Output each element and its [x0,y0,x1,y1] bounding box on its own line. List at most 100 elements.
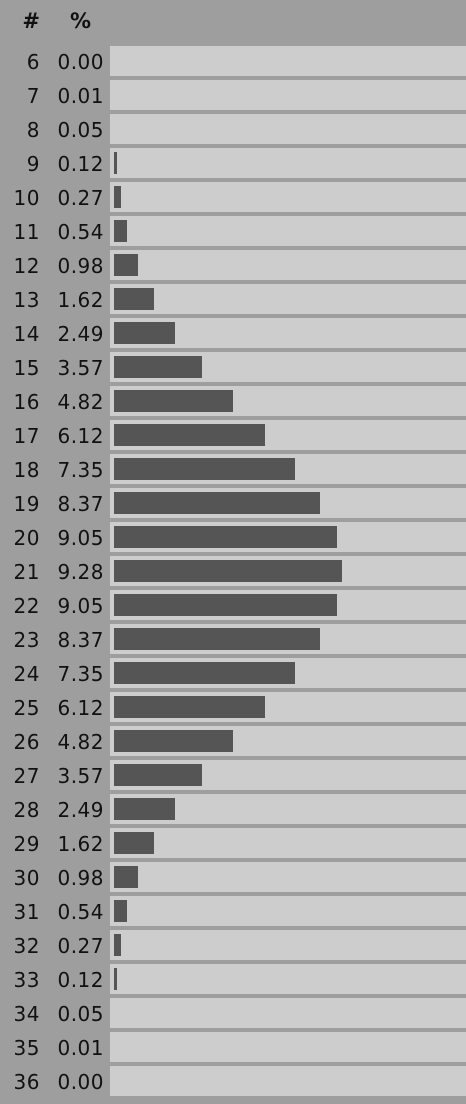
table-row: 11 0.54 [0,216,466,250]
bar [114,458,295,480]
row-percent: 0.01 [50,1032,104,1062]
bar-track [110,454,466,484]
row-number: 26 [0,726,40,756]
table-row: 8 0.05 [0,114,466,148]
row-number: 17 [0,420,40,450]
row-number: 36 [0,1066,40,1096]
row-percent: 6.12 [50,420,104,450]
bar-track [110,590,466,620]
bar [114,254,138,276]
table-row: 36 0.00 [0,1066,466,1100]
bar-track [110,896,466,926]
row-percent: 9.28 [50,556,104,586]
table-row: 26 4.82 [0,726,466,760]
table-row: 6 0.00 [0,46,466,80]
row-percent: 0.27 [50,182,104,212]
table-row: 10 0.27 [0,182,466,216]
bar-track [110,352,466,382]
row-number: 14 [0,318,40,348]
bar-track [110,488,466,518]
bar-track [110,318,466,348]
table-row: 25 6.12 [0,692,466,726]
row-percent: 4.82 [50,386,104,416]
bar-track [110,556,466,586]
column-header-percent: % [52,6,102,36]
row-percent: 6.12 [50,692,104,722]
table-row: 22 9.05 [0,590,466,624]
bar [114,390,233,412]
table-row: 24 7.35 [0,658,466,692]
table-row: 19 8.37 [0,488,466,522]
bar-track [110,862,466,892]
row-percent: 0.05 [50,114,104,144]
row-number: 11 [0,216,40,246]
row-number: 28 [0,794,40,824]
table-row: 7 0.01 [0,80,466,114]
bar-track [110,182,466,212]
row-percent: 0.27 [50,930,104,960]
row-percent: 0.12 [50,964,104,994]
table-row: 16 4.82 [0,386,466,420]
row-percent: 8.37 [50,624,104,654]
table-row: 23 8.37 [0,624,466,658]
row-number: 22 [0,590,40,620]
row-percent: 3.57 [50,760,104,790]
table-row: 20 9.05 [0,522,466,556]
bar-track [110,998,466,1028]
row-number: 34 [0,998,40,1028]
row-number: 30 [0,862,40,892]
bar [114,492,320,514]
row-number: 12 [0,250,40,280]
table-row: 35 0.01 [0,1032,466,1066]
row-percent: 0.12 [50,148,104,178]
bar-track [110,284,466,314]
bar-track [110,522,466,552]
bar [114,968,117,990]
table-row: 31 0.54 [0,896,466,930]
bar [114,764,202,786]
bar [114,186,121,208]
row-percent: 2.49 [50,318,104,348]
bar-track [110,1032,466,1062]
row-number: 31 [0,896,40,926]
row-percent: 4.82 [50,726,104,756]
bar-track [110,80,466,110]
bar [114,900,127,922]
bar-track [110,794,466,824]
row-number: 20 [0,522,40,552]
bar [114,594,337,616]
row-percent: 0.54 [50,216,104,246]
row-number: 33 [0,964,40,994]
bar [114,356,202,378]
row-percent: 8.37 [50,488,104,518]
row-percent: 0.98 [50,250,104,280]
bar [114,832,154,854]
table-row: 21 9.28 [0,556,466,590]
table-row: 28 2.49 [0,794,466,828]
row-percent: 2.49 [50,794,104,824]
row-percent: 1.62 [50,284,104,314]
bar-track [110,114,466,144]
row-number: 21 [0,556,40,586]
bar [114,696,265,718]
bar-track [110,726,466,756]
bar [114,662,295,684]
bar-track [110,148,466,178]
bar [114,526,337,548]
row-number: 23 [0,624,40,654]
row-percent: 7.35 [50,658,104,688]
row-percent: 3.57 [50,352,104,382]
table-row: 13 1.62 [0,284,466,318]
bar-track [110,250,466,280]
bar [114,288,154,310]
bar-track [110,420,466,450]
table-row: 15 3.57 [0,352,466,386]
row-number: 19 [0,488,40,518]
table-row: 17 6.12 [0,420,466,454]
bar-track [110,760,466,790]
row-number: 29 [0,828,40,858]
bar-track [110,828,466,858]
bar [114,220,127,242]
row-number: 18 [0,454,40,484]
